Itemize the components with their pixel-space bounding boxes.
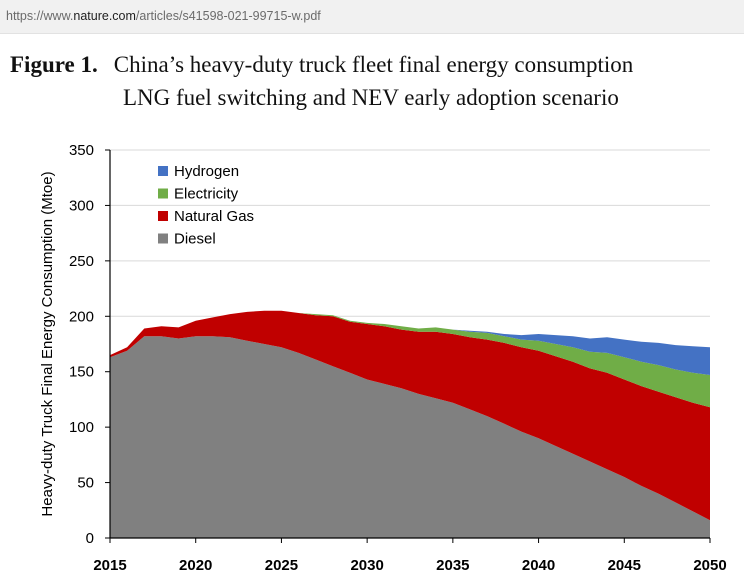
y-axis-title: Heavy-duty Truck Final Energy Consumptio… <box>39 171 56 516</box>
area-electricity <box>110 310 710 408</box>
y-tick-label-150: 150 <box>69 364 94 381</box>
caption-line-2: LNG fuel switching and NEV early adoptio… <box>123 85 619 110</box>
y-tick-label-300: 300 <box>69 197 94 214</box>
y-tick-label-200: 200 <box>69 308 94 325</box>
y-tick-label-0: 0 <box>86 530 94 547</box>
y-tick-label-100: 100 <box>69 419 94 436</box>
legend-label-electricity: Electricity <box>174 186 239 203</box>
url-path: /articles/s41598-021-99715-w.pdf <box>135 9 321 23</box>
url-domain: nature.com <box>73 9 136 23</box>
caption-text-1: China’s heavy-duty truck fleet final ene… <box>113 52 634 77</box>
y-tick-label-50: 50 <box>77 475 94 492</box>
x-tick-label-2015: 2015 <box>93 557 126 574</box>
legend-label-hydrogen: Hydrogen <box>174 163 239 180</box>
y-tick-label-350: 350 <box>69 142 94 159</box>
caption-line-1: Figure 1. China’s heavy-duty truck fleet … <box>10 52 633 78</box>
legend-swatch-diesel <box>158 233 168 244</box>
legend-label-diesel: Diesel <box>174 231 216 248</box>
area-hydrogen <box>110 310 710 375</box>
browser-url-bar[interactable]: https://www.nature.com/articles/s41598-0… <box>0 0 744 34</box>
y-tick-label-250: 250 <box>69 253 94 270</box>
legend-swatch-hydrogen <box>158 166 168 176</box>
legend-label-natural-gas: Natural Gas <box>174 208 254 225</box>
figure-label: Figure 1. <box>10 52 98 77</box>
x-tick-label-2035: 2035 <box>436 557 469 574</box>
area-diesel <box>110 336 710 538</box>
x-tick-label-2040: 2040 <box>522 557 555 574</box>
url-prefix: https://www. <box>6 9 74 23</box>
x-tick-label-2045: 2045 <box>608 557 641 574</box>
figure-caption: Figure 1. China’s heavy-duty truck fleet … <box>10 52 710 122</box>
legend-swatch-natural-gas <box>158 211 168 221</box>
url-text[interactable]: https://www.nature.com/articles/s41598-0… <box>6 9 321 23</box>
area-natural-gas <box>110 310 710 521</box>
x-tick-label-2025: 2025 <box>265 557 298 574</box>
legend-swatch-electricity <box>158 188 168 199</box>
x-tick-label-2020: 2020 <box>179 557 212 574</box>
x-tick-label-2030: 2030 <box>350 557 383 574</box>
x-tick-label-2050: 2050 <box>693 557 726 574</box>
